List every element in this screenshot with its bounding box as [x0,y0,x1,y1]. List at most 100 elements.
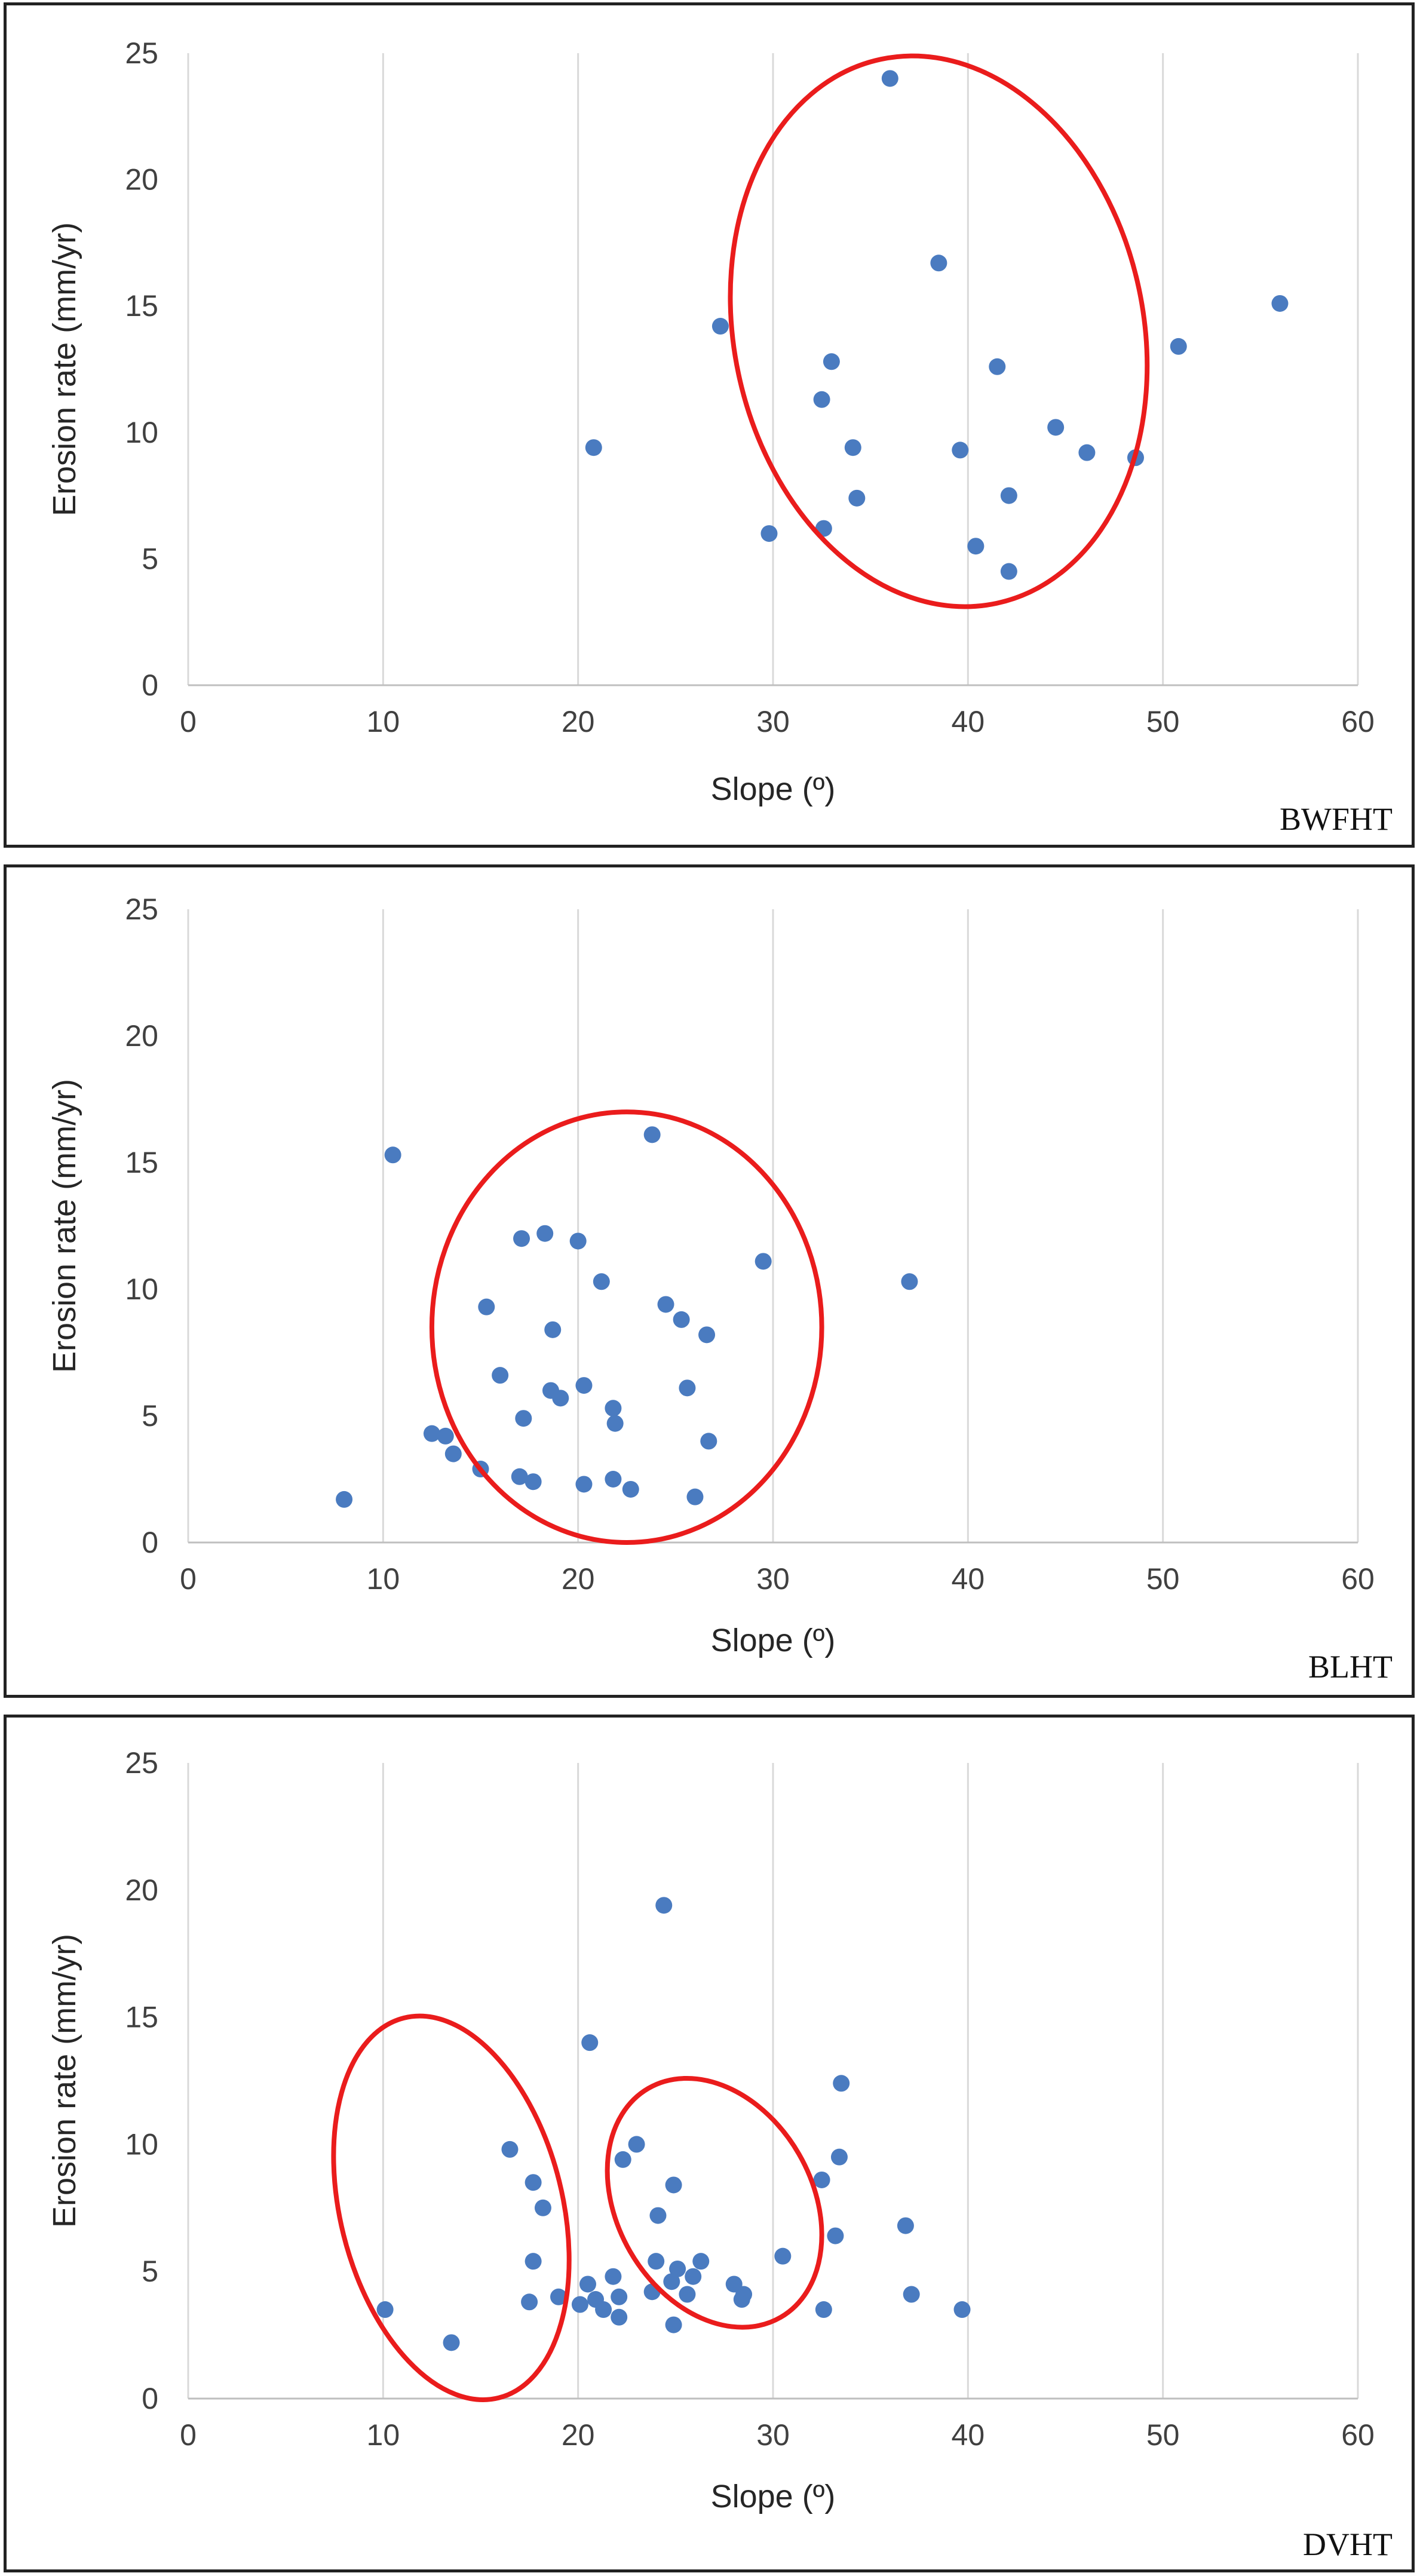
data-point [698,1326,716,1344]
data-point [501,2140,519,2158]
x-tick-label: 50 [1146,2418,1180,2452]
data-point [552,1390,569,1407]
y-tick-label: 10 [125,416,158,449]
y-axis-title: Erosion rate (mm/yr) [47,1934,82,2228]
chart-panel-dvht: 0 10 20 30 40 50 60 0 5 10 15 20 25 Slope (º) Erosion … [4,1715,1415,2572]
highlight-ellipse [331,2013,572,2402]
data-point [478,1298,495,1315]
data-point [952,441,969,459]
data-point [735,2286,753,2303]
data-point [930,254,947,272]
data-point [606,1415,624,1432]
data-point [1271,295,1289,312]
data-point [692,2253,710,2270]
y-tick-label: 5 [142,1399,158,1433]
data-point [1047,419,1065,436]
data-point [686,1488,704,1505]
y-tick-label: 0 [142,1526,158,1559]
data-point [755,1253,772,1270]
x-axis-title: Slope (º) [711,771,836,807]
data-point [657,1296,674,1313]
data-point [673,1311,690,1328]
x-tick-label: 30 [756,1562,790,1596]
data-point [989,358,1006,375]
data-point [813,391,830,408]
x-tick-label: 20 [562,705,595,738]
data-point [679,2286,696,2303]
y-tick-label: 0 [142,2382,158,2415]
data-point [376,2301,394,2319]
data-point [830,2148,848,2166]
data-point [669,2260,686,2277]
panel-label: BLHT [1308,1649,1393,1685]
data-point [1000,487,1017,504]
y-tick-label: 5 [142,542,158,575]
data-point [605,1400,622,1417]
data-point [544,1321,562,1338]
chart-panel-blht: 0 10 20 30 40 50 60 0 5 10 15 20 25 Slope (º) Erosion … [4,864,1415,1698]
y-tick-label: 20 [125,1019,158,1053]
x-axis-title: Slope (º) [711,2479,836,2514]
x-tick-label: 10 [367,1562,400,1596]
x-tick-label: 10 [367,705,400,738]
data-point [511,1468,528,1485]
scatter-chart-dvht: 0 10 20 30 40 50 60 0 5 10 15 20 25 Slope (º) Erosion … [47,1746,1393,2562]
data-point [901,1273,918,1290]
data-point [534,2199,551,2216]
y-axis-title: Erosion rate (mm/yr) [47,1079,82,1373]
data-point [611,2288,628,2305]
x-tick-label: 40 [952,2418,985,2452]
data-point [679,1379,696,1397]
data-point [848,489,866,507]
chart-panel-bwfht: 0 10 20 30 40 50 60 0 5 10 15 20 25 Slope (º) Erosion … [4,2,1415,848]
x-tick-label: 0 [180,1562,197,1596]
data-point [585,439,602,456]
highlight-ellipse [605,2075,824,2330]
x-tick-label: 40 [952,705,985,738]
x-tick-label: 20 [562,1562,595,1596]
y-tick-label: 15 [125,2001,158,2034]
data-point [423,1425,440,1442]
data-point [649,2207,667,2224]
data-point [1170,338,1187,355]
highlight-ellipse [728,53,1150,609]
x-tick-label: 0 [180,2418,197,2452]
y-tick-label: 25 [125,1746,158,1780]
y-tick-label: 25 [125,893,158,926]
x-tick-label: 60 [1341,2418,1375,2452]
data-point [648,2253,665,2270]
y-axis-title: Erosion rate (mm/yr) [47,222,82,516]
data-point [443,2334,460,2351]
data-point [663,2273,680,2290]
data-point [967,538,985,555]
data-point [525,2174,542,2191]
data-point [336,1491,353,1508]
panel-label: BWFHT [1280,801,1393,837]
data-point [903,2286,920,2303]
y-tick-label: 15 [125,1146,158,1179]
data-point [953,2301,971,2319]
data-point [569,1232,587,1250]
data-point [628,2136,645,2153]
data-point [444,1445,462,1462]
data-point [492,1367,509,1384]
data-point [655,1897,673,1914]
data-point [665,2176,682,2194]
data-point [1000,563,1017,580]
data-point [521,2293,538,2311]
data-point [760,525,778,542]
data-point [711,318,729,335]
data-point [575,1377,593,1394]
data-point [833,2075,850,2092]
data-point [581,2034,599,2051]
x-tick-label: 0 [180,705,197,738]
x-tick-label: 30 [756,2418,790,2452]
data-point [384,1146,401,1164]
data-point [685,2268,702,2285]
data-point [513,1230,530,1247]
data-point [525,2253,542,2270]
highlight-ellipse [429,1109,824,1545]
data-point [700,1433,717,1450]
data-point [525,1473,542,1491]
x-tick-label: 30 [756,705,790,738]
